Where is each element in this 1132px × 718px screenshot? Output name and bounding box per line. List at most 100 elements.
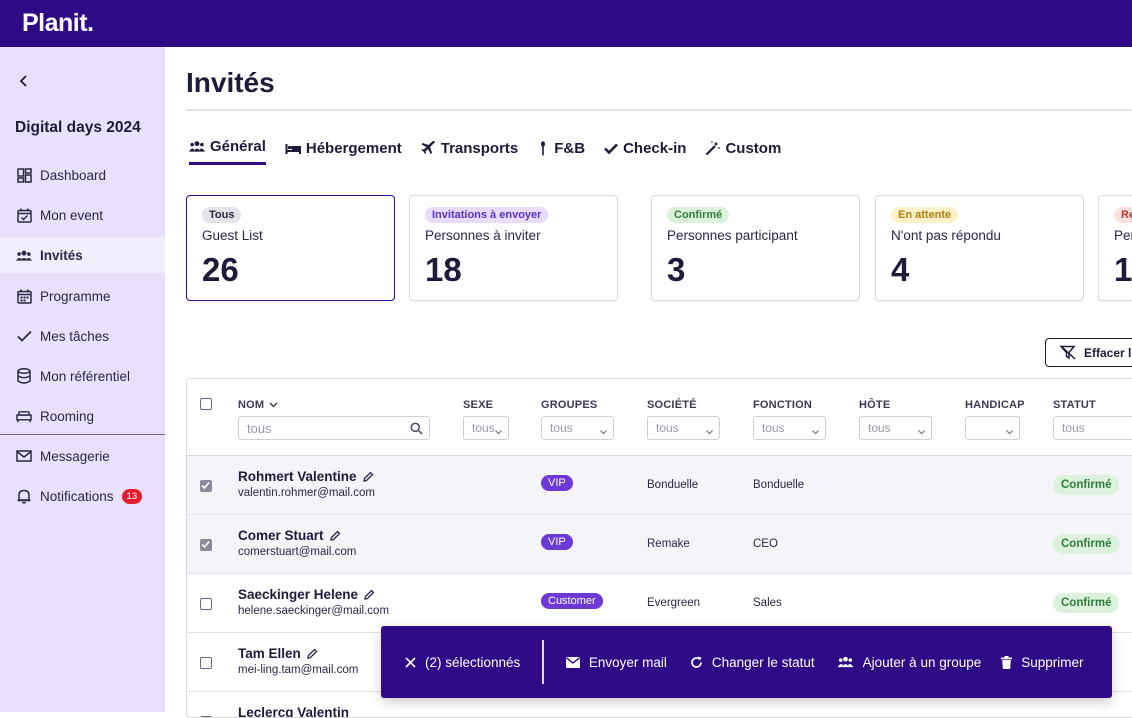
calendar-icon [16,288,32,304]
mail-icon [16,448,32,464]
tab-transports[interactable]: Transports [421,135,518,161]
sidebar-item-label: Dashboard [40,167,107,183]
row-checkbox[interactable] [200,657,212,669]
clear-filters-label: Effacer le [1084,345,1132,360]
guest-name-text: Comer Stuart [238,528,324,543]
card-label: Per [1114,228,1132,243]
tab-label: Général [210,138,266,155]
status-filter-select[interactable]: tous [1053,416,1132,440]
sidebar-item-mon-referentiel[interactable]: Mon référentiel [0,358,165,394]
sidebar-item-mes-taches[interactable]: Mes tâches [0,318,165,354]
add-to-group-button[interactable]: Ajouter à un groupe [837,655,981,670]
card-value: 18 [425,251,462,288]
guest-name[interactable]: Tam Ellen [238,646,318,661]
stat-card-guest-list[interactable]: Tous Guest List 26 [186,195,395,301]
column-header-hote[interactable]: HÔTE [859,399,891,411]
company-cell: Bonduelle [647,479,699,491]
stat-card-refuse[interactable]: Re Per 1 [1098,195,1132,301]
card-label: Guest List [202,228,263,243]
row-checkbox[interactable] [200,539,212,551]
edit-pencil-icon[interactable] [362,471,374,482]
sidebar-item-rooming[interactable]: Rooming [0,398,165,434]
top-bar: Planit. [0,0,1132,47]
row-checkbox[interactable] [200,598,212,610]
card-value: 4 [891,251,910,288]
tab-fnb[interactable]: F&B [537,135,585,161]
bed-icon [16,408,32,424]
function-cell: CEO [753,538,778,550]
database-icon [16,368,32,384]
column-header-statut[interactable]: STATUT [1053,399,1096,411]
tab-check-in[interactable]: Check-in [604,135,686,161]
event-name: Digital days 2024 [15,119,141,136]
column-header-groupes[interactable]: GROUPES [541,399,598,411]
tab-label: F&B [554,139,586,157]
card-label: Personnes participant [667,228,798,243]
filter-value: tous [656,421,679,435]
refresh-icon [690,656,703,669]
company-cell: Remake [647,538,690,550]
status-badge: Confirmé [1053,475,1120,495]
edit-pencil-icon[interactable] [329,530,341,541]
column-header-nom[interactable]: NOM [238,399,278,411]
sex-filter-select[interactable]: tous [463,416,509,440]
table-row[interactable]: Comer Stuart comerstuart@mail.com VIP Re… [187,515,1132,574]
change-status-button[interactable]: Changer le statut [690,655,815,670]
select-all-checkbox[interactable] [200,398,212,410]
card-pill: En attente [891,207,959,223]
table-row[interactable]: Rohmert Valentine valentin.rohmer@mail.c… [187,456,1132,515]
send-mail-button[interactable]: Envoyer mail [565,655,667,670]
app-logo[interactable]: Planit. [22,9,94,37]
card-label: N'ont pas répondu [891,228,1001,243]
row-checkbox[interactable] [200,480,212,492]
action-bar-divider [542,640,544,684]
group-badge: VIP [541,475,573,491]
edit-pencil-icon[interactable] [306,648,318,659]
stat-card-en-attente[interactable]: En attente N'ont pas répondu 4 [875,195,1084,301]
guest-email: mei-ling.tam@mail.com [238,664,359,676]
sort-chevron-icon [269,402,278,408]
sidebar-item-programme[interactable]: Programme [0,278,165,314]
delete-button[interactable]: Supprimer [1001,655,1084,670]
host-filter-select[interactable]: tous [859,416,932,440]
stat-card-confirme[interactable]: Confirmé Personnes participant 3 [651,195,860,301]
bell-icon [16,488,32,504]
tab-custom[interactable]: Custom [705,135,781,161]
stat-card-a-inviter[interactable]: Invitations à envoyer Personnes à invite… [409,195,618,301]
trash-icon [1001,655,1013,669]
company-filter-select[interactable]: tous [647,416,720,440]
guest-name[interactable]: Saeckinger Helene [238,587,375,602]
back-icon[interactable] [16,73,32,89]
handicap-filter-select[interactable] [965,416,1020,440]
sidebar-item-invites[interactable]: Invités [0,237,165,273]
clear-filters-button[interactable]: Effacer le [1045,338,1132,367]
plane-icon [421,141,436,155]
guest-name[interactable]: Rohmert Valentine [238,469,374,484]
column-header-sexe[interactable]: SEXE [463,399,494,411]
card-pill: Tous [202,207,242,223]
filter-value: tous [1062,421,1085,435]
chevron-down-icon [600,424,607,438]
sidebar-item-notifications[interactable]: Notifications 13 [0,478,165,514]
function-cell: Bonduelle [753,479,805,491]
tab-general[interactable]: Général [189,135,266,165]
chevron-down-icon [812,424,819,438]
column-header-societe[interactable]: SOCIÉTÉ [647,399,697,411]
groups-filter-select[interactable]: tous [541,416,614,440]
name-filter-input[interactable]: tous [238,416,430,440]
column-header-handicap[interactable]: HANDICAP [965,399,1025,411]
guest-email: valentin.rohmer@mail.com [238,487,375,499]
sidebar-item-mon-event[interactable]: Mon event [0,197,165,233]
function-filter-select[interactable]: tous [753,416,826,440]
sidebar-item-dashboard[interactable]: Dashboard [0,157,165,193]
edit-pencil-icon[interactable] [364,589,375,600]
sidebar-item-messagerie[interactable]: Messagerie [0,438,165,474]
table-row[interactable]: Saeckinger Helene helene.saeckinger@mail… [187,574,1132,633]
tab-label: Custom [725,139,782,157]
clear-selection-button[interactable]: (2) sélectionnés [405,655,520,670]
tab-hebergement[interactable]: Hébergement [285,135,402,161]
card-pill: Re [1114,207,1132,223]
mail-icon [565,656,580,668]
guest-name[interactable]: Comer Stuart [238,528,341,543]
column-header-fonction[interactable]: FONCTION [753,399,813,411]
